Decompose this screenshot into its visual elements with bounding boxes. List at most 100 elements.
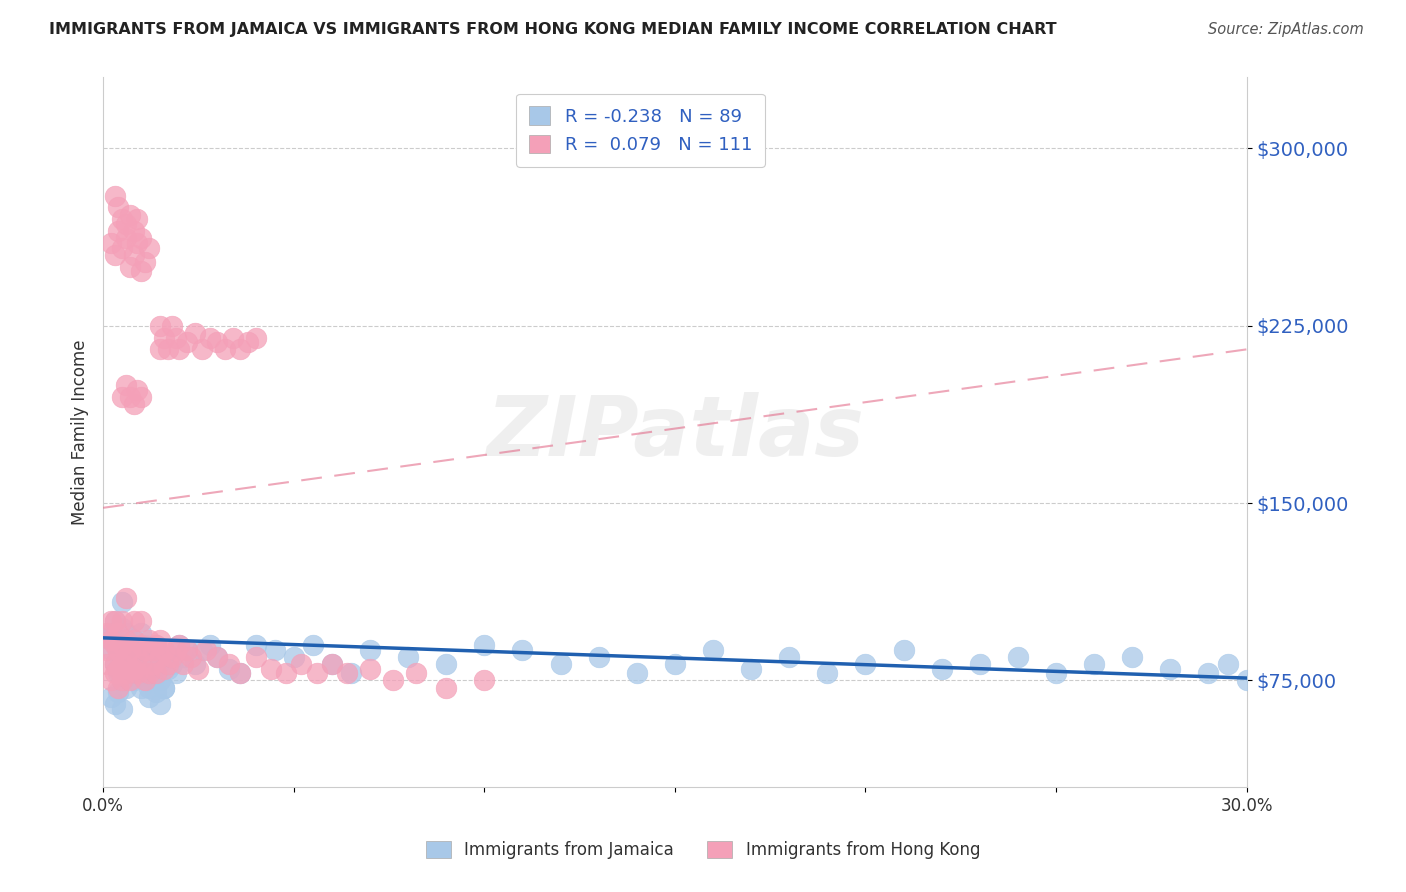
Point: [129, 390, 152, 404]
Point: [111, 657, 134, 671]
Point: [1045, 666, 1067, 681]
Point: [118, 390, 141, 404]
Point: [115, 217, 138, 231]
Point: [778, 649, 800, 664]
Point: [127, 666, 149, 681]
Point: [118, 649, 141, 664]
Point: [434, 681, 457, 695]
Point: [340, 666, 363, 681]
Point: [138, 681, 160, 695]
Point: [127, 662, 149, 676]
Point: [107, 681, 129, 695]
Point: [165, 330, 187, 344]
Point: [1007, 649, 1029, 664]
Point: [290, 657, 312, 671]
Point: [229, 666, 252, 681]
Point: [100, 626, 122, 640]
Point: [103, 697, 125, 711]
Point: [160, 649, 183, 664]
Legend: Immigrants from Jamaica, Immigrants from Hong Kong: Immigrants from Jamaica, Immigrants from…: [419, 834, 987, 866]
Point: [893, 642, 915, 657]
Point: [122, 673, 145, 688]
Point: [145, 638, 167, 652]
Point: [160, 657, 183, 671]
Point: [142, 662, 165, 676]
Point: [118, 673, 141, 688]
Point: [138, 690, 160, 704]
Point: [198, 638, 221, 652]
Point: [103, 188, 125, 202]
Point: [107, 662, 129, 676]
Point: [134, 666, 156, 681]
Point: [127, 649, 149, 664]
Point: [218, 662, 240, 676]
Point: [103, 615, 125, 629]
Point: [236, 335, 259, 350]
Point: [115, 231, 138, 245]
Point: [122, 633, 145, 648]
Point: [1198, 666, 1220, 681]
Point: [145, 666, 167, 681]
Point: [176, 335, 198, 350]
Point: [138, 241, 160, 255]
Point: [129, 264, 152, 278]
Point: [245, 638, 267, 652]
Point: [176, 642, 198, 657]
Point: [1216, 657, 1239, 671]
Point: [100, 633, 122, 648]
Point: [111, 638, 134, 652]
Point: [107, 633, 129, 648]
Point: [207, 335, 229, 350]
Point: [664, 657, 686, 671]
Point: [100, 615, 122, 629]
Point: [111, 390, 134, 404]
Point: [156, 657, 179, 671]
Point: [111, 621, 134, 635]
Point: [156, 662, 179, 676]
Point: [156, 343, 179, 357]
Point: [183, 657, 205, 671]
Point: [129, 681, 152, 695]
Point: [118, 638, 141, 652]
Point: [107, 626, 129, 640]
Point: [111, 673, 134, 688]
Point: [122, 633, 145, 648]
Point: [127, 383, 149, 397]
Point: [115, 649, 138, 664]
Point: [103, 638, 125, 652]
Point: [134, 255, 156, 269]
Point: [115, 377, 138, 392]
Point: [626, 666, 648, 681]
Point: [191, 642, 214, 657]
Point: [129, 626, 152, 640]
Point: [145, 638, 167, 652]
Point: [149, 649, 172, 664]
Point: [118, 649, 141, 664]
Point: [301, 638, 323, 652]
Point: [115, 591, 138, 605]
Point: [115, 666, 138, 681]
Point: [359, 642, 381, 657]
Point: [111, 615, 134, 629]
Point: [111, 212, 134, 227]
Point: [321, 657, 343, 671]
Point: [153, 330, 176, 344]
Point: [134, 673, 156, 688]
Point: [142, 642, 165, 657]
Point: [96, 631, 118, 645]
Point: [122, 615, 145, 629]
Text: ZIPatlas: ZIPatlas: [486, 392, 863, 473]
Point: [1236, 673, 1258, 688]
Point: [702, 642, 724, 657]
Point: [321, 657, 343, 671]
Point: [127, 212, 149, 227]
Point: [107, 224, 129, 238]
Point: [111, 595, 134, 609]
Point: [129, 657, 152, 671]
Point: [103, 657, 125, 671]
Point: [107, 642, 129, 657]
Point: [855, 657, 877, 671]
Point: [512, 642, 534, 657]
Point: [153, 662, 176, 676]
Point: [815, 666, 838, 681]
